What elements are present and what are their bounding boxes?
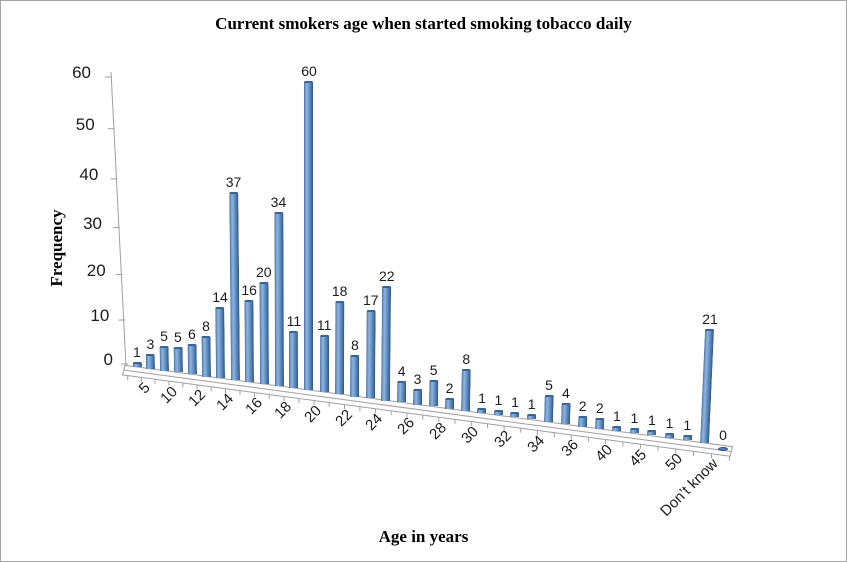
bar-value-label: 1 xyxy=(494,392,503,409)
bar-value-label: 1 xyxy=(132,344,141,360)
bar xyxy=(477,407,487,414)
bar-value-label: 11 xyxy=(286,313,302,330)
bar-value-label: 11 xyxy=(316,317,332,334)
bar xyxy=(629,428,639,434)
bar xyxy=(350,354,360,397)
bar-value-label: 2 xyxy=(578,397,587,414)
bar-value-label: 3 xyxy=(413,370,422,387)
bar-value-label: 6 xyxy=(188,326,196,343)
bar xyxy=(145,353,156,369)
bar-value-label: 37 xyxy=(225,173,242,190)
bar xyxy=(664,432,675,439)
bar xyxy=(159,345,169,371)
bar xyxy=(187,344,197,375)
bar xyxy=(273,211,284,387)
bar-value-label: 5 xyxy=(160,327,168,344)
bar-value-label: 17 xyxy=(363,291,379,308)
axis-line xyxy=(110,71,127,367)
y-tick-label: 0 xyxy=(103,350,113,369)
bar-value-label: 1 xyxy=(647,412,656,429)
bar-value-label: 16 xyxy=(241,282,257,299)
bar-value-label: 5 xyxy=(429,362,438,379)
bar-value-label: 3 xyxy=(146,335,155,352)
bar-value-label: 60 xyxy=(301,63,317,79)
bar-value-label: 1 xyxy=(527,396,536,413)
bar-value-label: 1 xyxy=(665,414,674,431)
bar-value-label: 4 xyxy=(561,384,570,401)
bar-value-label: 22 xyxy=(379,267,395,284)
bar-value-label: 8 xyxy=(462,350,471,367)
bar-value-label: 8 xyxy=(351,336,359,353)
bar xyxy=(215,307,226,379)
y-tick-label: 30 xyxy=(83,213,102,233)
bar xyxy=(527,414,537,420)
x-axis-title: Age in years xyxy=(378,527,469,546)
bar-value-label: 4 xyxy=(397,363,406,380)
y-tick-label: 40 xyxy=(79,164,99,184)
bar xyxy=(319,335,329,393)
bar xyxy=(173,347,183,373)
bar-value-label: 1 xyxy=(613,407,621,424)
bar-value-label: 5 xyxy=(545,377,553,394)
y-tick-label: 60 xyxy=(72,63,91,82)
bar-value-label: 0 xyxy=(719,427,727,444)
bar xyxy=(612,425,622,432)
y-tick-label: 20 xyxy=(86,260,106,280)
bar xyxy=(444,398,455,409)
bar xyxy=(510,412,520,418)
bar xyxy=(304,81,314,390)
bar xyxy=(244,300,255,383)
bar-value-label: 20 xyxy=(256,263,272,280)
y-tick-label: 10 xyxy=(90,306,110,326)
bar-value-label: 1 xyxy=(683,417,692,434)
bar-value-label: 34 xyxy=(270,193,287,210)
bar xyxy=(577,415,588,427)
bar-value-label: 2 xyxy=(595,400,604,417)
bar-value-label: 8 xyxy=(202,317,210,334)
bar xyxy=(412,388,423,405)
y-tick-label: 50 xyxy=(75,114,95,134)
bar-value-label: 1 xyxy=(511,394,519,411)
bar-value-label: 5 xyxy=(174,329,182,346)
bar-value-label: 1 xyxy=(478,389,486,406)
bar xyxy=(365,309,376,399)
bar-value-label: 21 xyxy=(702,310,718,327)
bar-zero-disc xyxy=(717,447,728,452)
bar xyxy=(201,335,212,377)
bar xyxy=(493,410,503,416)
bar xyxy=(289,331,299,388)
bar xyxy=(682,435,692,441)
bar-value-label: 18 xyxy=(331,282,348,299)
bar xyxy=(132,362,142,367)
bar xyxy=(259,281,269,385)
bar-value-label: 2 xyxy=(445,380,454,397)
chart-title: Current smokers age when started smoking… xyxy=(215,14,632,33)
bar-value-label: 14 xyxy=(212,289,228,306)
bar xyxy=(381,285,392,401)
axis-line xyxy=(123,369,732,452)
bar-value-label: 1 xyxy=(630,410,639,427)
